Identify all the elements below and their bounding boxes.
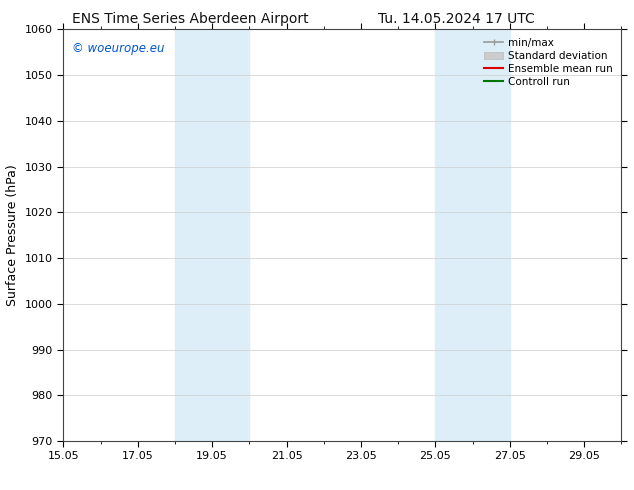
Y-axis label: Surface Pressure (hPa): Surface Pressure (hPa) [6,164,19,306]
Text: Tu. 14.05.2024 17 UTC: Tu. 14.05.2024 17 UTC [378,12,535,26]
Bar [175,29,249,441]
Legend: min/max, Standard deviation, Ensemble mean run, Controll run: min/max, Standard deviation, Ensemble me… [481,35,616,90]
Text: © woeurope.eu: © woeurope.eu [72,42,164,55]
Text: ENS Time Series Aberdeen Airport: ENS Time Series Aberdeen Airport [72,12,309,26]
Bar [436,29,510,441]
